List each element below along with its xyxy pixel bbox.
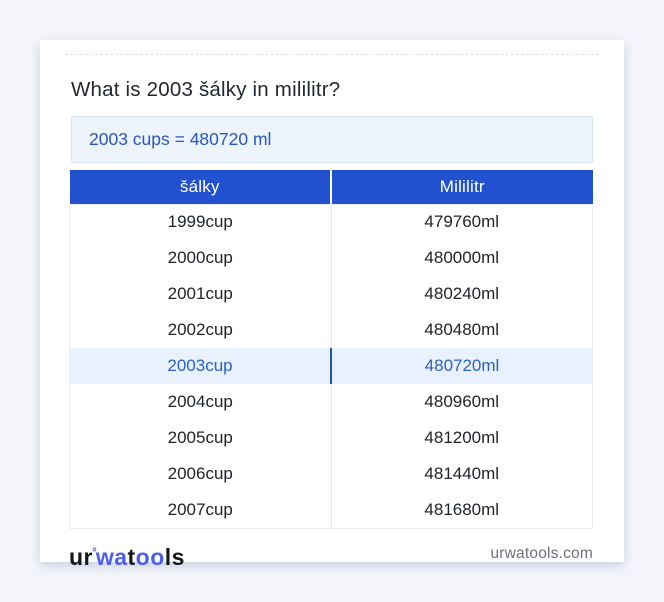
table-row: 2004cup 480960ml	[70, 384, 593, 420]
table-row: 2003cup 480720ml	[69, 348, 593, 384]
ad-placeholder-divider	[65, 54, 599, 55]
table-row: 1999cup 479760ml	[70, 204, 593, 240]
cups-cell: 2003cup	[69, 348, 331, 384]
ml-cell: 481680ml	[330, 492, 593, 528]
table-row: 2001cup 480240ml	[70, 276, 593, 312]
ml-cell: 480240ml	[330, 276, 593, 312]
ml-cell: 480960ml	[330, 384, 593, 420]
table-row: 2006cup 481440ml	[70, 456, 593, 492]
ml-cell: 481440ml	[330, 456, 593, 492]
conversion-card: What is 2003 šálky in mililitr? 2003 cup…	[40, 40, 624, 570]
logo-segment: oo	[135, 543, 165, 570]
ml-cell: 480480ml	[330, 312, 593, 348]
cups-cell: 2007cup	[167, 499, 233, 519]
table-header: šálky Mililitr	[69, 170, 593, 204]
ml-cell: 480720ml	[330, 348, 593, 384]
page-title: What is 2003 šálky in mililitr?	[71, 78, 341, 101]
site-domain-text: urwatools.com	[490, 545, 593, 562]
cups-cell: 2001cup	[167, 284, 233, 303]
site-logo[interactable]: ur°watools	[69, 538, 185, 571]
conversion-result-text: 2003 cups = 480720 ml	[89, 129, 272, 149]
table-row: 2002cup 480480ml	[70, 312, 593, 348]
column-header-cups: šálky	[69, 170, 331, 204]
cups-cell: 2004cup	[167, 392, 233, 411]
cups-cell: 2006cup	[167, 464, 233, 483]
cups-cell: 2002cup	[167, 320, 233, 339]
cups-cell: 2000cup	[167, 248, 233, 267]
logo-segment: t	[127, 543, 136, 570]
footer: ur°watools urwatools.com	[69, 538, 593, 571]
logo-segment: wa	[95, 543, 128, 570]
logo-segment: °	[92, 544, 97, 559]
column-header-mililitr: Mililitr	[330, 170, 593, 204]
table-body: 1999cup 479760ml 2000cup 480000ml 2001cup 480…	[69, 204, 593, 528]
table-row: 2007cup 481680ml	[70, 492, 593, 528]
ml-cell: 480000ml	[330, 240, 593, 276]
conversion-table: šálky Mililitr 1999cup 479760ml 2000cup 480…	[69, 170, 593, 529]
table-header-row: šálky Mililitr	[69, 170, 593, 204]
ml-cell: 481200ml	[330, 420, 593, 456]
logo-segment: ls	[164, 543, 185, 570]
cups-cell: 1999cup	[167, 212, 233, 232]
logo-segment: ur	[69, 543, 93, 570]
ml-cell: 479760ml	[330, 204, 593, 240]
table-row: 2005cup 481200ml	[70, 420, 593, 456]
table-row: 2000cup 480000ml	[70, 240, 593, 276]
cups-cell: 2005cup	[167, 428, 233, 447]
conversion-result-box: 2003 cups = 480720 ml	[71, 116, 593, 163]
